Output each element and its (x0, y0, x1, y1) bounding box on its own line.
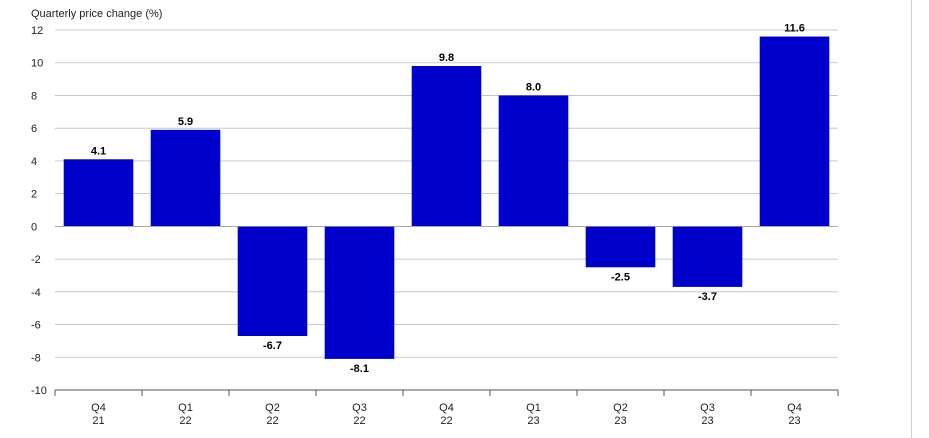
y-tick-label: -6 (31, 320, 41, 332)
x-tick-label-year: 23 (527, 415, 539, 427)
data-label: 4.1 (91, 145, 106, 157)
y-tick-label: 2 (31, 189, 37, 201)
bar (672, 226, 743, 287)
y-tick-label: 6 (31, 123, 37, 135)
x-tick-label-quarter: Q4 (787, 402, 802, 414)
y-tick-label: 4 (31, 156, 37, 168)
data-label: -2.5 (611, 271, 630, 283)
data-label: 9.8 (439, 52, 454, 64)
y-tick-label: -8 (31, 352, 41, 364)
bar (411, 66, 482, 227)
data-label: -3.7 (698, 291, 717, 303)
x-tick-label-year: 21 (92, 415, 104, 427)
x-tick-label-quarter: Q1 (526, 402, 541, 414)
y-tick-label: 10 (31, 58, 43, 70)
x-tick-label-quarter: Q2 (613, 402, 628, 414)
x-tick-label-year: 22 (440, 415, 452, 427)
y-tick-label: -10 (31, 385, 47, 397)
x-tick-label-year: 23 (701, 415, 713, 427)
bar (63, 159, 134, 227)
bar (498, 95, 569, 227)
y-axis-title: Quarterly price change (%) (31, 8, 163, 20)
bar (324, 226, 395, 359)
data-label: -6.7 (263, 340, 282, 352)
bar (237, 226, 308, 336)
bar (759, 36, 830, 227)
x-tick-label-year: 23 (614, 415, 626, 427)
x-tick-label-year: 22 (179, 415, 191, 427)
y-tick-label: 8 (31, 90, 37, 102)
y-tick-label: 0 (31, 221, 37, 233)
y-tick-label: 12 (31, 25, 43, 37)
x-tick-label-quarter: Q4 (91, 402, 106, 414)
y-tick-label: -2 (31, 254, 41, 266)
data-label: 11.6 (784, 23, 805, 35)
x-tick-label-quarter: Q4 (439, 402, 454, 414)
y-tick-label: -4 (31, 287, 41, 299)
data-label: 8.0 (526, 81, 541, 93)
data-label: 5.9 (178, 116, 193, 128)
x-tick-label-year: 22 (266, 415, 278, 427)
x-tick-label-quarter: Q2 (265, 402, 280, 414)
x-tick-label-year: 22 (353, 415, 365, 427)
data-label: -8.1 (350, 363, 369, 375)
x-tick-label-quarter: Q3 (700, 402, 715, 414)
x-tick-label-quarter: Q3 (352, 402, 367, 414)
bar (150, 129, 221, 227)
x-tick-label-quarter: Q1 (178, 402, 193, 414)
bar (585, 226, 656, 268)
x-tick-label-year: 23 (788, 415, 800, 427)
